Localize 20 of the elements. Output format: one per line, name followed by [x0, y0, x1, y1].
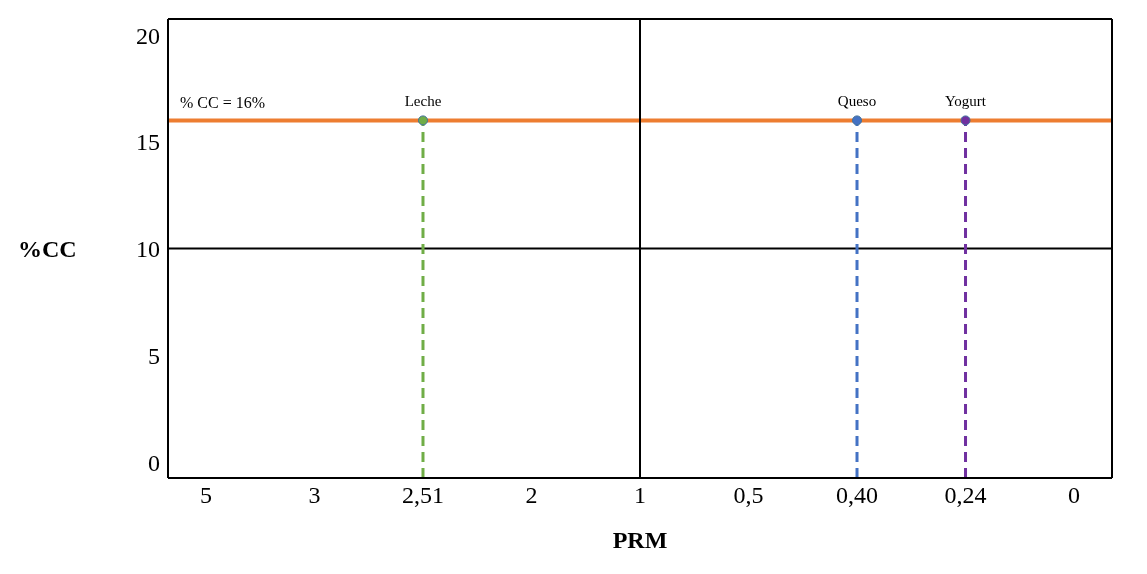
x-tick-label: 0: [1068, 482, 1081, 509]
x-tick-label: 5: [199, 482, 212, 509]
x-axis-title: PRM: [612, 527, 668, 553]
x-tick-label: 2,51: [401, 482, 444, 509]
y-tick-label: 10: [136, 236, 160, 263]
y-tick-label: 5: [148, 342, 160, 369]
series-label: Leche: [404, 92, 442, 109]
y-tick-label: 0: [148, 449, 160, 476]
y-tick-label: 20: [136, 22, 160, 49]
series-label: Yogurt: [945, 92, 987, 109]
x-tick-label: 1: [634, 482, 646, 509]
series-label: Queso: [837, 92, 877, 109]
ref-line-label: % CC = 16%: [180, 94, 266, 112]
x-tick-label: 0,40: [836, 482, 879, 509]
y-axis-title: %CC: [18, 236, 77, 263]
x-tick-label: 0,5: [733, 482, 764, 509]
y-tick-label: 15: [136, 129, 160, 156]
x-tick-label: 0,24: [944, 482, 987, 509]
x-tick-label: 2: [525, 482, 538, 509]
x-tick-label: 3: [308, 482, 321, 509]
